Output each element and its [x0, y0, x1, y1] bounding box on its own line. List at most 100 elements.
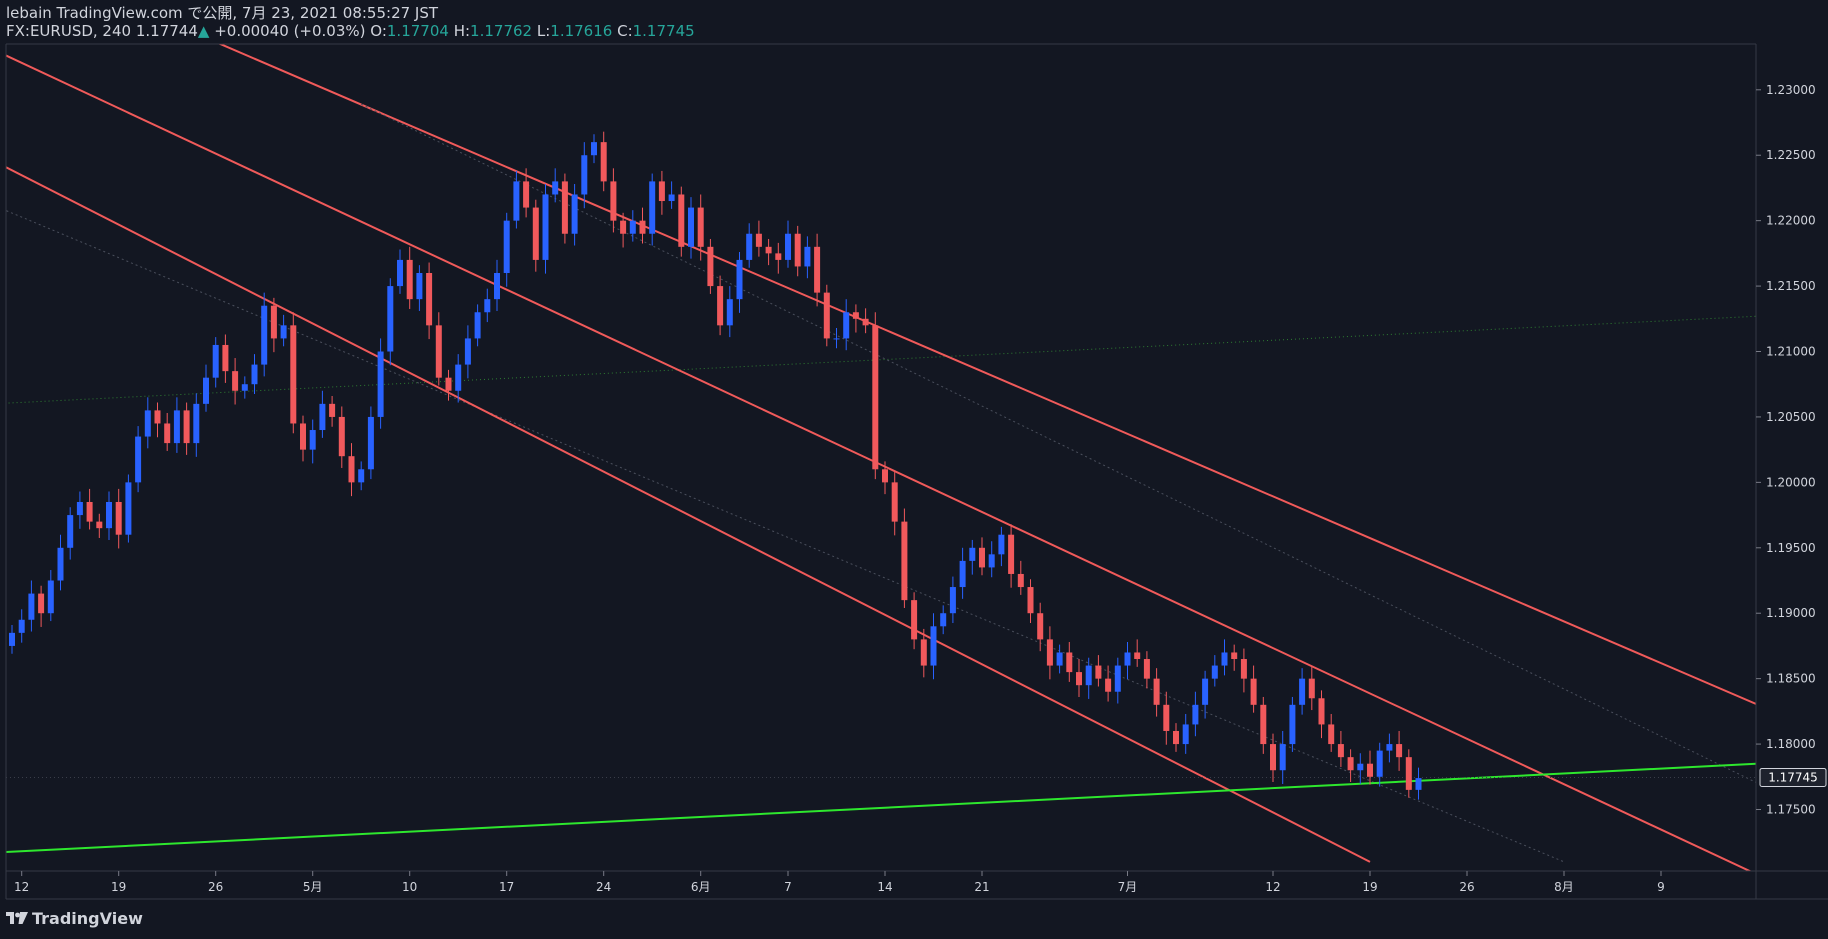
candle-up — [688, 207, 694, 247]
candle-up — [949, 587, 956, 614]
close-value: 1.17745 — [632, 22, 695, 40]
candle-down — [290, 325, 297, 424]
candle-down — [920, 639, 927, 666]
candle-up — [1415, 778, 1422, 790]
candle-down — [678, 194, 685, 247]
price-change: +0.00040 (+0.03%) — [214, 22, 366, 40]
candles — [9, 131, 1422, 800]
candle-up — [503, 220, 510, 273]
candle-up — [1056, 652, 1063, 666]
candle-down — [115, 501, 122, 535]
candle-down — [1308, 678, 1315, 699]
time-axis[interactable]: 12 19 26 5月 10 17 24 6月 7 14 21 7月 12 19 26 8月 9 — [14, 871, 1665, 894]
candle-down — [300, 423, 306, 450]
candle-up — [241, 384, 248, 391]
candle-down — [164, 423, 171, 444]
time-tick-label: 12 — [1265, 880, 1280, 894]
candle-down — [814, 246, 821, 293]
price-axis[interactable]: 1.23000 1.22500 1.22000 1.21500 1.21000 1.205… — [1756, 83, 1816, 817]
candle-up — [106, 501, 112, 529]
candle-down — [872, 325, 879, 470]
tradingview-logo[interactable]: TradingView — [6, 909, 143, 928]
candle-down — [38, 593, 45, 614]
price-tick-label: 1.22500 — [1766, 148, 1816, 162]
channel-line-upper-mid-guide — [360, 103, 1756, 783]
up-triangle-icon: ▲ — [197, 22, 210, 40]
price-tick-label: 1.22000 — [1766, 214, 1816, 228]
candle-down — [338, 416, 345, 457]
candle-up — [668, 194, 675, 202]
candle-up — [261, 305, 268, 365]
candle-down — [882, 469, 888, 483]
candle-up — [804, 246, 811, 267]
candle-up — [280, 325, 287, 339]
candle-up — [67, 515, 74, 548]
candle-down — [1153, 678, 1160, 705]
symbol-label[interactable]: FX:EURUSD, 240 — [6, 22, 132, 40]
candle-down — [1347, 757, 1354, 771]
price-tick-label: 1.20500 — [1766, 410, 1816, 424]
time-tick-label: 5月 — [303, 880, 323, 894]
candle-down — [1173, 730, 1179, 745]
candle-up — [746, 233, 753, 260]
channel-line-lower-mid-guide — [6, 210, 1565, 863]
candle-down — [1337, 744, 1344, 758]
open-label: O: — [370, 22, 387, 40]
candle-down — [1017, 573, 1024, 588]
candle-down — [1008, 534, 1015, 574]
candle-down — [1260, 704, 1267, 745]
candle-down — [911, 600, 918, 640]
candle-up — [144, 410, 151, 437]
time-tick-label: 6月 — [691, 880, 711, 894]
candle-up — [649, 181, 656, 234]
candle-up — [629, 220, 636, 234]
candle-up — [1357, 763, 1364, 771]
dotted-trendline — [6, 315, 1756, 404]
candle-down — [232, 371, 239, 391]
open-value: 1.17704 — [386, 22, 449, 40]
candle-up — [1289, 704, 1296, 745]
candle-up — [397, 259, 403, 287]
candle-up — [1221, 652, 1228, 666]
price-tick-label: 1.20000 — [1766, 475, 1816, 489]
candle-up — [358, 469, 365, 483]
candle-up — [998, 534, 1005, 555]
candle-down — [1367, 763, 1373, 777]
candle-down — [1405, 757, 1412, 790]
candle-up — [464, 338, 471, 365]
candle-down — [862, 318, 869, 326]
candle-up — [494, 272, 500, 300]
candle-down — [1318, 698, 1325, 725]
channel-line-upper — [217, 44, 1756, 706]
candle-up — [1085, 665, 1092, 686]
candle-down — [1143, 659, 1150, 679]
low-label: L: — [536, 22, 551, 40]
candle-down — [532, 207, 539, 260]
candle-up — [542, 194, 549, 260]
candle-down — [445, 377, 452, 391]
candle-up — [785, 233, 791, 260]
candle-up — [193, 403, 200, 444]
candle-up — [833, 338, 840, 340]
time-tick-label: 9 — [1657, 880, 1665, 894]
candle-up — [843, 312, 850, 339]
candle-up — [1202, 678, 1209, 705]
candle-down — [765, 246, 772, 254]
candle-down — [717, 286, 724, 326]
candle-up — [57, 547, 64, 581]
candle-up — [1299, 678, 1306, 705]
candle-up — [387, 286, 394, 352]
candle-up — [377, 351, 384, 417]
candle-down — [1076, 672, 1082, 686]
candle-down — [979, 547, 985, 568]
candle-down — [620, 220, 627, 234]
candle-down — [1105, 678, 1112, 692]
candle-up — [959, 560, 966, 588]
candle-up — [1386, 744, 1393, 751]
current-price-value: 1.17745 — [1768, 770, 1818, 784]
candle-up — [203, 377, 209, 404]
time-tick-label: 19 — [1362, 880, 1377, 894]
time-tick-label: 21 — [974, 880, 989, 894]
